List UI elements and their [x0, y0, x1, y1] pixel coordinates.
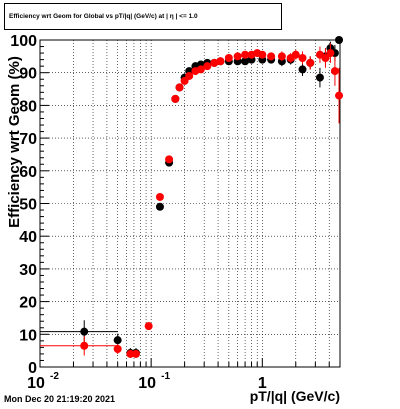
data-point	[155, 202, 164, 211]
y-tick-label: 90	[19, 66, 37, 83]
footer-date: Mon Dec 20 21:19:20 2021	[4, 394, 116, 404]
data-point	[210, 58, 219, 67]
data-point	[80, 327, 89, 336]
data-point	[291, 50, 300, 59]
data-point	[315, 73, 324, 82]
y-tick-label: 50	[19, 197, 37, 214]
data-point	[171, 94, 180, 103]
data-point	[233, 52, 242, 61]
axes	[39, 39, 341, 368]
data-point	[306, 58, 315, 67]
series-0	[40, 36, 344, 358]
y-tick-label: 100	[10, 33, 37, 50]
data-point	[113, 336, 122, 345]
data-point	[113, 345, 122, 354]
x-axis-label: pT/|q| (GeV/c)	[250, 388, 340, 404]
data-point	[80, 341, 89, 350]
data-point	[241, 50, 250, 59]
data-point	[330, 67, 339, 76]
data-point	[277, 52, 286, 61]
data-point	[216, 57, 225, 66]
data-point	[175, 83, 184, 92]
data-point	[165, 155, 174, 164]
data-point	[258, 50, 267, 59]
y-tick-label: 70	[19, 131, 37, 148]
data-point	[126, 349, 135, 358]
x-tick-label-exponent: -2	[50, 371, 59, 382]
data-point	[144, 322, 153, 331]
y-tick-label: 20	[19, 295, 37, 312]
data-point	[224, 53, 233, 62]
y-axis-label: Efficiency wrt Geom (%)	[6, 56, 23, 228]
y-tick-label: 40	[19, 229, 37, 246]
grid	[39, 39, 341, 367]
x-tick-label: 10	[138, 375, 156, 392]
data-point	[155, 192, 164, 201]
series-1	[40, 43, 344, 358]
y-tick-label: 10	[19, 327, 37, 344]
data-point	[321, 53, 330, 62]
y-tick-label: 60	[19, 164, 37, 181]
y-tick-label: 0	[28, 360, 37, 377]
data-point	[241, 57, 250, 66]
data-point	[298, 53, 307, 62]
data-point	[335, 36, 344, 44]
data-point	[267, 52, 276, 61]
data-point	[203, 62, 212, 71]
data-point	[185, 71, 194, 80]
x-tick-label: 1	[258, 375, 267, 392]
y-tick-label: 80	[19, 98, 37, 115]
data-point	[326, 49, 335, 58]
data-point	[131, 349, 140, 358]
x-tick-label: 10	[27, 375, 45, 392]
data-point	[196, 65, 205, 74]
data-point	[298, 65, 307, 74]
x-tick-label-exponent: -1	[161, 371, 170, 382]
chart-title: Efficiency wrt Geom for Global vs pT/|q|…	[4, 3, 282, 30]
data-point	[335, 91, 344, 100]
series-layer	[40, 36, 344, 358]
y-tick-label: 30	[19, 262, 37, 279]
